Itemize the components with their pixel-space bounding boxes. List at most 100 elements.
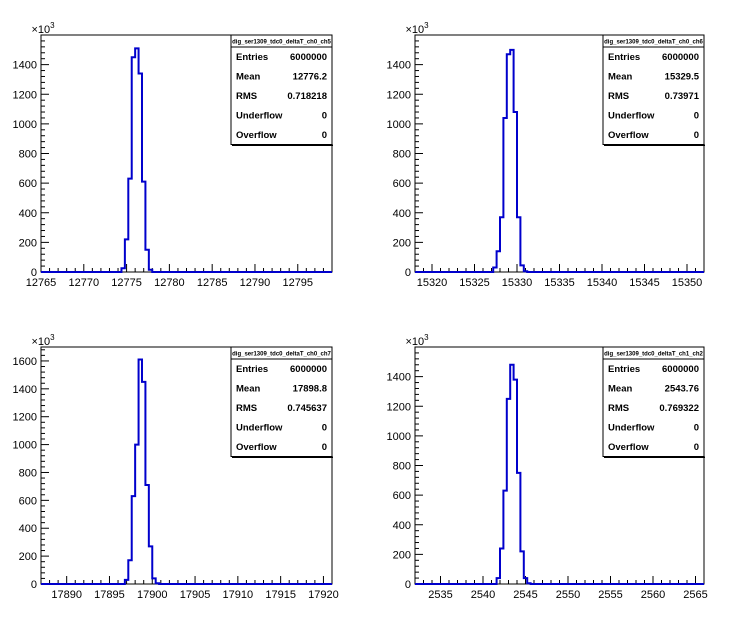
y-tick-label: 800: [393, 149, 411, 161]
stats-value: 0: [694, 423, 699, 434]
histogram-bin: [500, 217, 503, 272]
x-tick-label: 15345: [629, 277, 660, 289]
y-tick-label: 1000: [387, 119, 411, 131]
y-exponent-label: ×103: [31, 333, 55, 348]
histogram-panel-1: 0 200 400 600 800 1000 1200 1400 ×103 12765 12770 1…: [13, 21, 333, 289]
x-tick-label: 12765: [26, 277, 57, 289]
histogram-bin: [128, 560, 131, 584]
y-tick-label: 200: [19, 551, 37, 563]
x-tick-label: 12775: [111, 277, 142, 289]
x-tick-label: 17895: [94, 589, 125, 601]
x-tick-label: 15330: [502, 277, 533, 289]
x-tick-label: 12770: [68, 277, 99, 289]
y-tick-label: 400: [393, 520, 411, 532]
y-tick-label: 1000: [387, 431, 411, 443]
x-tick-label: 2555: [598, 589, 622, 601]
y-tick-label: 1400: [13, 60, 37, 72]
histogram-bin: [142, 182, 145, 272]
stats-label: Overflow: [236, 130, 277, 141]
histogram-bin: [142, 382, 145, 584]
histogram-bin: [510, 365, 513, 584]
histogram-bin: [517, 473, 520, 584]
histogram-bin: [121, 268, 124, 272]
histogram-bin: [145, 250, 148, 272]
x-tick-label: 12785: [197, 277, 228, 289]
x-tick-label: 2550: [556, 589, 580, 601]
stats-value: 0: [322, 130, 327, 141]
stats-label: Entries: [608, 52, 640, 63]
stats-value: 0.745637: [287, 403, 327, 414]
stats-box: [230, 346, 333, 457]
histogram-bin: [156, 583, 159, 584]
y-tick-label: 0: [405, 267, 411, 279]
stats-label: RMS: [236, 91, 257, 102]
stats-value: 0.73971: [665, 91, 700, 102]
y-tick-label: 1400: [13, 384, 37, 396]
x-tick-label: 2560: [641, 589, 665, 601]
stats-value: 0.718218: [287, 91, 327, 102]
histogram-bin: [520, 551, 523, 584]
stats-value: 6000000: [662, 52, 699, 63]
x-tick-label: 17910: [223, 589, 254, 601]
stats-value: 6000000: [290, 52, 327, 63]
stats-label: Overflow: [236, 442, 277, 453]
y-tick-label: 0: [31, 579, 37, 591]
stats-box: [230, 34, 333, 145]
histogram-bin: [524, 271, 527, 272]
stats-value: 0: [322, 442, 327, 453]
y-tick-label: 400: [19, 523, 37, 535]
y-tick-label: 200: [393, 549, 411, 561]
y-tick-label: 0: [405, 579, 411, 591]
stats-label: Mean: [608, 384, 632, 395]
stats-label: Overflow: [608, 130, 649, 141]
y-tick-label: 1000: [13, 440, 37, 452]
histogram-bin: [497, 578, 500, 584]
stats-label: Entries: [236, 364, 268, 375]
histogram-bin: [517, 217, 520, 272]
x-tick-label: 2565: [683, 589, 707, 601]
stats-label: Mean: [236, 384, 260, 395]
histogram-bin: [520, 265, 523, 272]
histogram-bin: [128, 179, 131, 272]
histogram-bin: [507, 399, 510, 584]
stats-value: 17898.8: [293, 384, 327, 395]
y-tick-label: 400: [19, 208, 37, 220]
histogram-bin: [139, 360, 142, 584]
stats-value: 0: [322, 423, 327, 434]
x-tick-label: 2540: [471, 589, 495, 601]
x-tick-label: 15320: [417, 277, 448, 289]
y-tick-label: 1600: [13, 356, 37, 368]
x-tick-label: 17915: [265, 589, 296, 601]
histogram-bin: [135, 445, 138, 584]
x-tick-label: 12795: [282, 277, 313, 289]
stats-value: 0.769322: [659, 403, 699, 414]
x-tick-label: 12780: [154, 277, 185, 289]
histogram-bin: [149, 546, 152, 584]
stats-box-shadow: [604, 456, 705, 458]
stats-value: 2543.76: [665, 384, 699, 395]
x-tick-label: 2545: [513, 589, 537, 601]
x-tick-label: 15325: [459, 277, 490, 289]
x-tick-label: 17920: [308, 589, 339, 601]
x-tick-label: 12790: [240, 277, 271, 289]
histogram-bin: [500, 548, 503, 584]
stats-title: dig_ser1309_tdc0_deltaT_ch0_ch5: [232, 40, 331, 46]
x-tick-label: 15350: [672, 277, 703, 289]
stats-box: [602, 346, 705, 457]
stats-label: Entries: [236, 52, 268, 63]
stats-box-shadow: [232, 144, 333, 146]
stats-title: dig_ser1309_tdc0_deltaT_ch0_ch7: [232, 352, 331, 358]
histogram-line: [41, 358, 332, 585]
stats-label: RMS: [608, 403, 629, 414]
y-tick-label: 1200: [387, 89, 411, 101]
histogram-bin: [135, 48, 138, 272]
histogram-bin: [125, 580, 128, 584]
x-tick-label: 15335: [544, 277, 575, 289]
histogram-panel-3: 0 200 400 600 800 1000 1200 1400 1600 ×103 17890 17…: [13, 333, 339, 601]
x-tick-label: 15340: [587, 277, 618, 289]
stats-label: Underflow: [236, 423, 283, 434]
y-tick-label: 600: [19, 178, 37, 190]
histogram-bin: [527, 583, 530, 584]
histogram-bin: [145, 485, 148, 584]
x-tick-label: 17900: [137, 589, 168, 601]
